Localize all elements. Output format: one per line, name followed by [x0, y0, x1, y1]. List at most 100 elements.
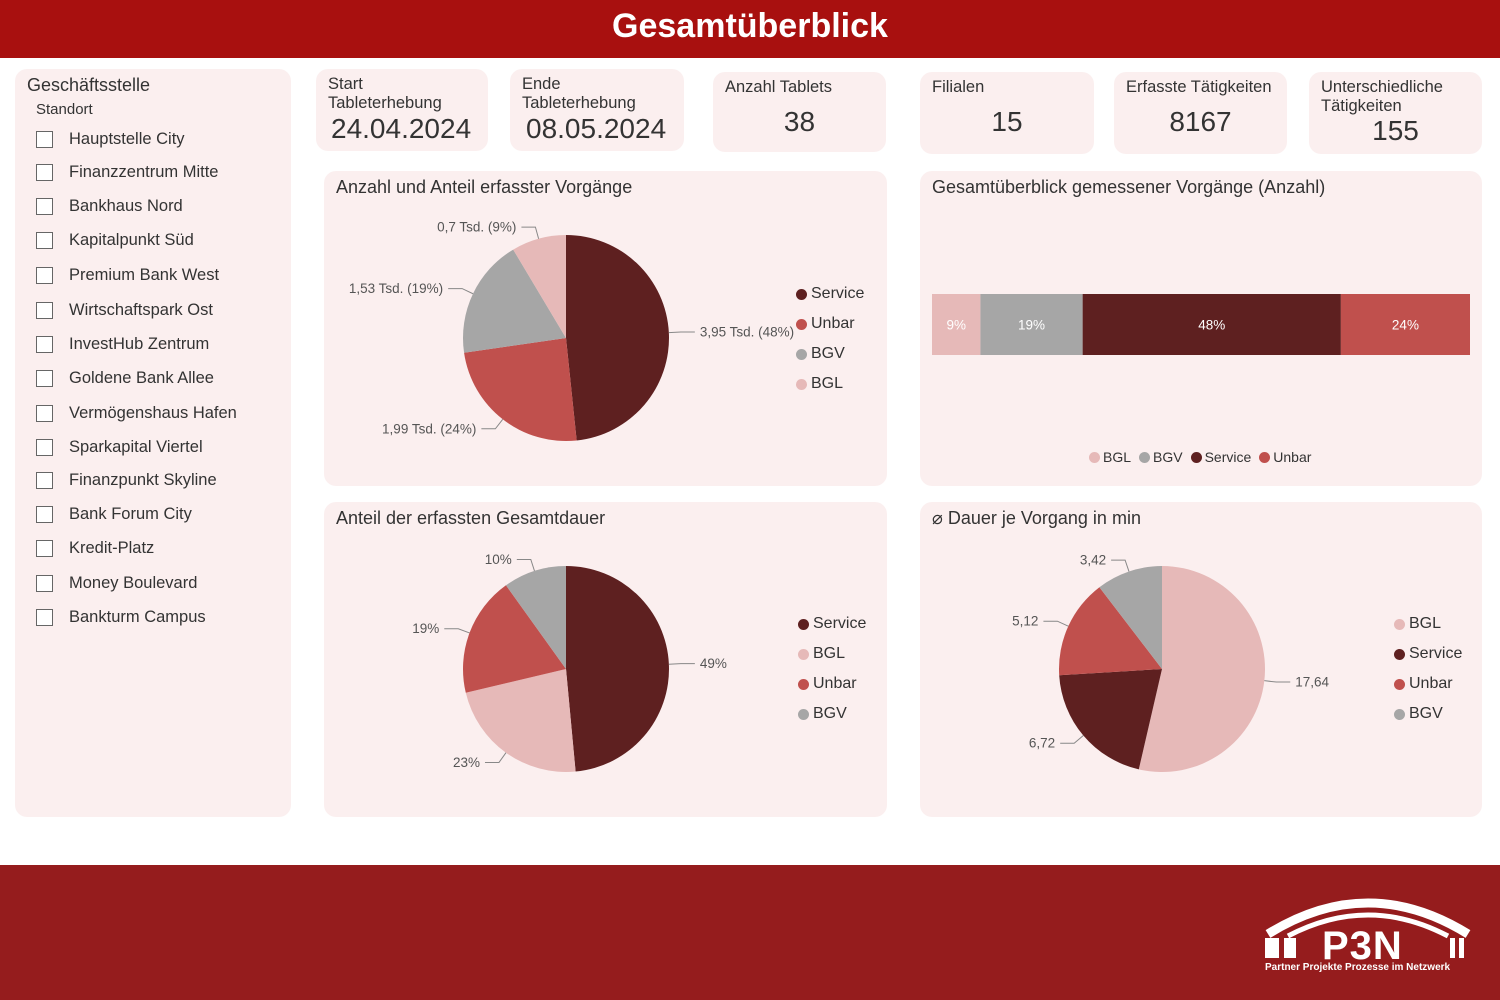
pie-slice-service[interactable] [566, 566, 670, 772]
bar-segment-bgl[interactable] [932, 294, 981, 355]
filter-item[interactable]: Sparkapital Viertel [36, 434, 203, 460]
checkbox[interactable] [36, 130, 53, 148]
logo-arc-icon [1265, 898, 1471, 958]
pie-slice-unbar[interactable] [464, 338, 577, 442]
legend-item[interactable]: Unbar [1259, 449, 1311, 465]
filter-item[interactable]: Bank Forum City [36, 501, 192, 527]
checkbox[interactable] [36, 266, 53, 284]
pie-slice-bgl[interactable] [1138, 566, 1265, 772]
pie-slice-unbar[interactable] [463, 585, 566, 693]
legend-item[interactable]: BGV [798, 699, 866, 729]
filter-item[interactable]: Bankhaus Nord [36, 193, 183, 219]
checkbox[interactable] [36, 301, 53, 319]
checkbox[interactable] [36, 438, 53, 456]
pie-slice-bgl[interactable] [513, 235, 566, 338]
filter-item[interactable]: Bankturm Campus [36, 604, 206, 630]
kpi-end: Ende Tableterhebung 08.05.2024 [510, 69, 684, 151]
kpi-start-label: Start Tableterhebung [328, 75, 442, 112]
pie-slice-bgv[interactable] [1099, 566, 1162, 669]
legend-dot-icon [1259, 451, 1271, 463]
filter-item[interactable]: InvestHub Zentrum [36, 331, 209, 357]
checkbox[interactable] [36, 163, 53, 181]
legend-item[interactable]: BGL [798, 639, 866, 669]
checkbox[interactable] [36, 231, 53, 249]
filter-item[interactable]: Kapitalpunkt Süd [36, 227, 194, 253]
kpi-taetigkeiten: Erfasste Tätigkeiten 8167 [1114, 72, 1287, 154]
checkbox[interactable] [36, 404, 53, 422]
chart-title: Anzahl und Anteil erfasster Vorgänge [336, 177, 633, 197]
filter-item-label: Wirtschaftspark Ost [69, 300, 213, 319]
footer-bar [0, 865, 1500, 1000]
filter-item[interactable]: Money Boulevard [36, 570, 197, 596]
legend-item[interactable]: Service [798, 609, 866, 639]
filter-item-label: Vermögenshaus Hafen [69, 403, 237, 422]
checkbox[interactable] [36, 197, 53, 215]
pie-slice-service[interactable] [1059, 669, 1162, 770]
filter-item[interactable]: Finanzzentrum Mitte [36, 159, 218, 185]
legend-dot-icon [796, 288, 807, 300]
pie-slice-bgv[interactable] [463, 249, 566, 353]
legend-label: BGV [811, 345, 845, 362]
filter-item[interactable]: Finanzpunkt Skyline [36, 467, 217, 493]
legend-item[interactable]: Service [796, 279, 864, 309]
filter-item[interactable]: Hauptstelle City [36, 126, 185, 152]
pie-data-label: 23% [453, 755, 480, 770]
checkbox[interactable] [36, 539, 53, 557]
filter-item[interactable]: Premium Bank West [36, 262, 219, 288]
checkbox[interactable] [36, 335, 53, 353]
bar-segment-service[interactable] [1082, 294, 1341, 355]
chart-card-dauer: ⌀ Dauer je Vorgang in min 17,64 6,72 5,12 3… [920, 502, 1482, 817]
filter-item[interactable]: Wirtschaftspark Ost [36, 297, 213, 323]
filter-item-label: Bank Forum City [69, 504, 192, 523]
chart-card-gesamtueberblick: Gesamtüberblick gemessener Vorgänge (Anz… [920, 171, 1482, 486]
bar-segment-bgv[interactable] [980, 294, 1083, 355]
chart-title: ⌀ Dauer je Vorgang in min [932, 508, 1141, 528]
legend-label: BGL [811, 375, 844, 392]
bar-data-label: 9% [946, 318, 966, 333]
legend-dot-icon [1394, 678, 1405, 690]
filter-item[interactable]: Vermögenshaus Hafen [36, 400, 237, 426]
legend-dot-icon [798, 678, 809, 690]
legend-item[interactable]: Service [1190, 449, 1251, 465]
legend-item[interactable]: BGV [1139, 449, 1183, 465]
kpi-taetigkeiten-value: 8167 [1169, 106, 1232, 137]
pie-chart-gesamtdauer: 49% 23% 19% 10% [412, 552, 727, 772]
checkbox[interactable] [36, 369, 53, 387]
checkbox[interactable] [36, 574, 53, 592]
chart-legend: Service BGL Unbar BGV [798, 609, 866, 729]
pie-data-label: 49% [700, 656, 727, 671]
legend-label: Unbar [1273, 449, 1312, 465]
legend-item[interactable]: BGV [1394, 699, 1462, 729]
legend-item[interactable]: BGL [1394, 609, 1462, 639]
legend-item[interactable]: BGL [1089, 449, 1131, 465]
checkbox[interactable] [36, 505, 53, 523]
pie-slice-bgv[interactable] [505, 566, 566, 669]
legend-label: Service [813, 615, 867, 632]
kpi-start: Start Tableterhebung 24.04.2024 [316, 69, 488, 151]
chart-card-vorgaenge: Anzahl und Anteil erfasster Vorgänge 3,9… [324, 171, 887, 486]
pie-leader-line [1043, 620, 1069, 627]
legend-item[interactable]: BGL [796, 369, 864, 399]
legend-item[interactable]: Unbar [1394, 669, 1462, 699]
legend-item[interactable]: Service [1394, 639, 1462, 669]
pie-data-label: 17,64 [1295, 675, 1329, 690]
legend-dot-icon [798, 708, 809, 720]
legend-item[interactable]: BGV [796, 339, 864, 369]
checkbox[interactable] [36, 471, 53, 489]
bar-segment-unbar[interactable] [1340, 294, 1470, 355]
pie-slice-service[interactable] [566, 235, 669, 441]
pie-slice-unbar[interactable] [1059, 587, 1162, 676]
bar-data-label: 19% [1018, 318, 1045, 333]
pie-leader-line [1060, 735, 1084, 744]
checkbox[interactable] [36, 608, 53, 626]
filter-item[interactable]: Kredit-Platz [36, 535, 154, 561]
legend-item[interactable]: Unbar [796, 309, 864, 339]
filter-item-label: Kapitalpunkt Süd [69, 230, 194, 249]
bar-data-label: 24% [1392, 318, 1419, 333]
legend-item[interactable]: Unbar [798, 669, 866, 699]
pie-data-label: 1,53 Tsd. (19%) [349, 281, 443, 296]
filter-item[interactable]: Goldene Bank Allee [36, 365, 214, 391]
header-bar: Gesamtüberblick [0, 0, 1500, 58]
pie-slice-bgl[interactable] [465, 669, 576, 772]
pie-leader-line [668, 331, 695, 334]
